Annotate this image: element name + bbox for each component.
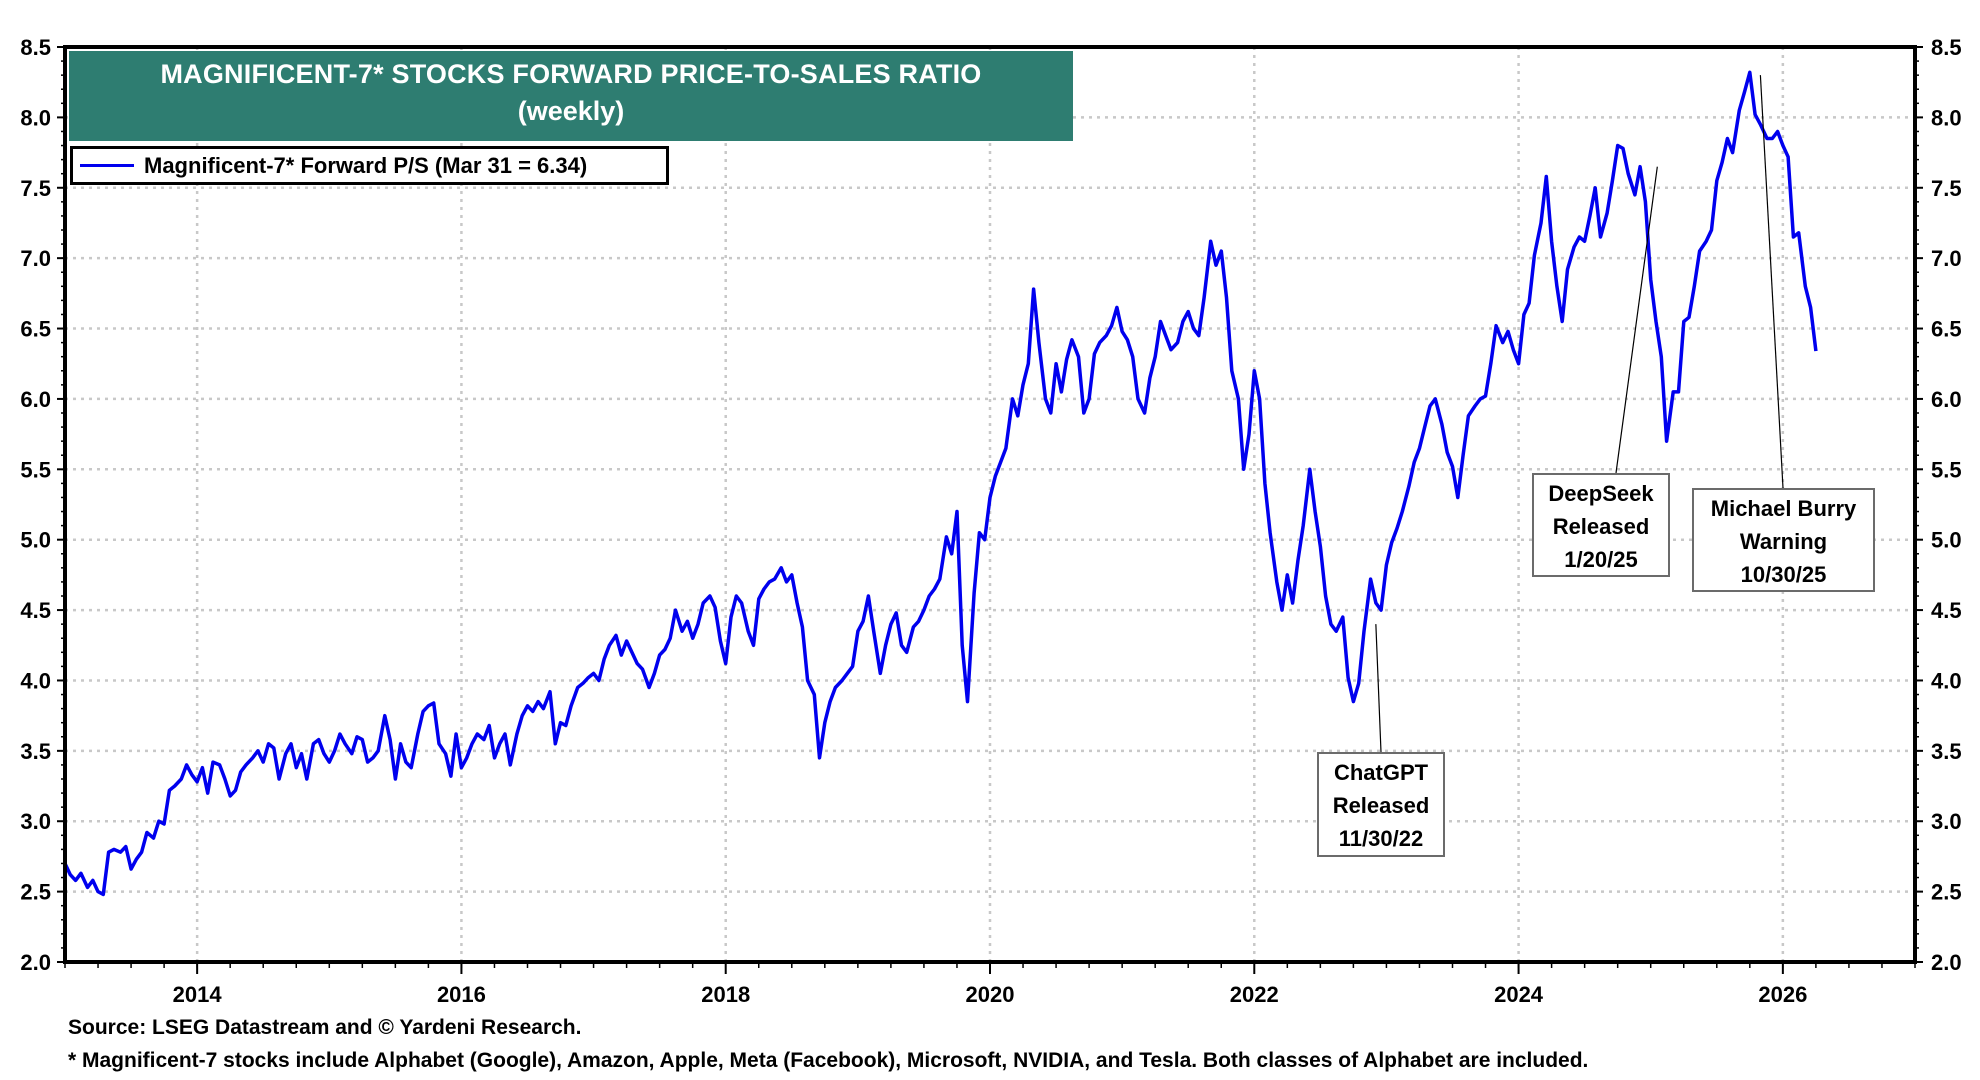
annotation-leader-lines (1375, 75, 1784, 753)
annotation-deepseek: DeepSeek Released 1/20/25 (1532, 473, 1670, 577)
y-tick-label-right: 3.0 (1931, 809, 1962, 834)
annotation-burry: Michael Burry Warning 10/30/25 (1692, 488, 1875, 592)
axes-layer: 2.0 2.0 2.5 2.5 3.0 3.0 3.5 3.5 4.0 4.0 4.5 4.5 5.0 5… (20, 35, 1961, 1007)
annotation-chatgpt: ChatGPT Released 11/30/22 (1317, 752, 1445, 857)
annotation-line: Released (1332, 793, 1430, 818)
annotation-line: 1/20/25 (1564, 547, 1638, 572)
y-tick-label-right: 2.0 (1931, 950, 1962, 975)
y-tick-label-right: 5.0 (1931, 528, 1962, 553)
series-line-mag7-ps (63, 70, 1818, 897)
annotation-line: Warning (1739, 529, 1828, 554)
x-tick-label: 2026 (1758, 982, 1807, 1007)
chart-title: MAGNIFICENT-7* STOCKS FORWARD PRICE-TO-S… (160, 59, 982, 89)
y-tick-label-left: 7.5 (20, 176, 51, 201)
y-tick-label-left: 8.0 (20, 105, 51, 130)
legend: Magnificent-7* Forward P/S (Mar 31 = 6.3… (70, 146, 669, 185)
y-tick-label-left: 6.5 (20, 317, 51, 342)
grid-lines (65, 47, 1915, 962)
x-tick-label: 2020 (966, 982, 1015, 1007)
y-tick-label-left: 6.0 (20, 387, 51, 412)
legend-label: Magnificent-7* Forward P/S (Mar 31 = 6.3… (144, 152, 588, 178)
y-tick-label-right: 2.5 (1931, 880, 1962, 905)
x-tick-label: 2014 (173, 982, 223, 1007)
y-tick-label-left: 7.0 (20, 246, 51, 271)
x-tick-label: 2022 (1230, 982, 1279, 1007)
legend-swatch-line (80, 164, 134, 167)
annotation-line: Michael Burry (1710, 496, 1857, 521)
leader-burry (1759, 75, 1784, 489)
y-tick-label-right: 8.5 (1931, 35, 1962, 60)
leader-chatgpt (1375, 624, 1382, 753)
annotation-line: ChatGPT (1333, 760, 1429, 785)
y-tick-label-left: 4.5 (20, 598, 51, 623)
annotation-line: Released (1552, 514, 1650, 539)
source-note: Source: LSEG Datastream and © Yardeni Re… (68, 1016, 582, 1039)
y-tick-label-left: 4.0 (20, 668, 51, 693)
x-tick-label: 2024 (1494, 982, 1544, 1007)
annotation-line: 11/30/22 (1338, 826, 1424, 851)
y-tick-label-right: 6.5 (1931, 317, 1962, 342)
chart-subtitle: (weekly) (517, 96, 625, 126)
y-tick-label-right: 3.5 (1931, 739, 1962, 764)
y-tick-label-left: 2.0 (20, 950, 51, 975)
chart-title-banner: MAGNIFICENT-7* STOCKS FORWARD PRICE-TO-S… (69, 51, 1073, 141)
y-tick-label-left: 5.0 (20, 528, 51, 553)
y-tick-label-right: 7.0 (1931, 246, 1962, 271)
series-layer (63, 70, 1818, 897)
x-tick-label: 2016 (437, 982, 486, 1007)
annotation-line: DeepSeek (1548, 481, 1654, 506)
y-tick-label-left: 8.5 (20, 35, 51, 60)
annotation-line: 10/30/25 (1740, 562, 1827, 587)
y-tick-label-right: 4.0 (1931, 668, 1962, 693)
leader-deepseek (1615, 166, 1658, 474)
y-tick-label-left: 3.5 (20, 739, 51, 764)
footnote: * Magnificent-7 stocks include Alphabet … (68, 1049, 1589, 1072)
y-tick-label-left: 2.5 (20, 880, 51, 905)
y-tick-label-right: 8.0 (1931, 105, 1962, 130)
y-tick-label-right: 5.5 (1931, 457, 1962, 482)
y-tick-label-right: 6.0 (1931, 387, 1962, 412)
x-tick-label: 2018 (701, 982, 750, 1007)
y-tick-label-left: 3.0 (20, 809, 51, 834)
y-tick-label-left: 5.5 (20, 457, 51, 482)
y-tick-label-right: 7.5 (1931, 176, 1962, 201)
y-tick-label-right: 4.5 (1931, 598, 1962, 623)
